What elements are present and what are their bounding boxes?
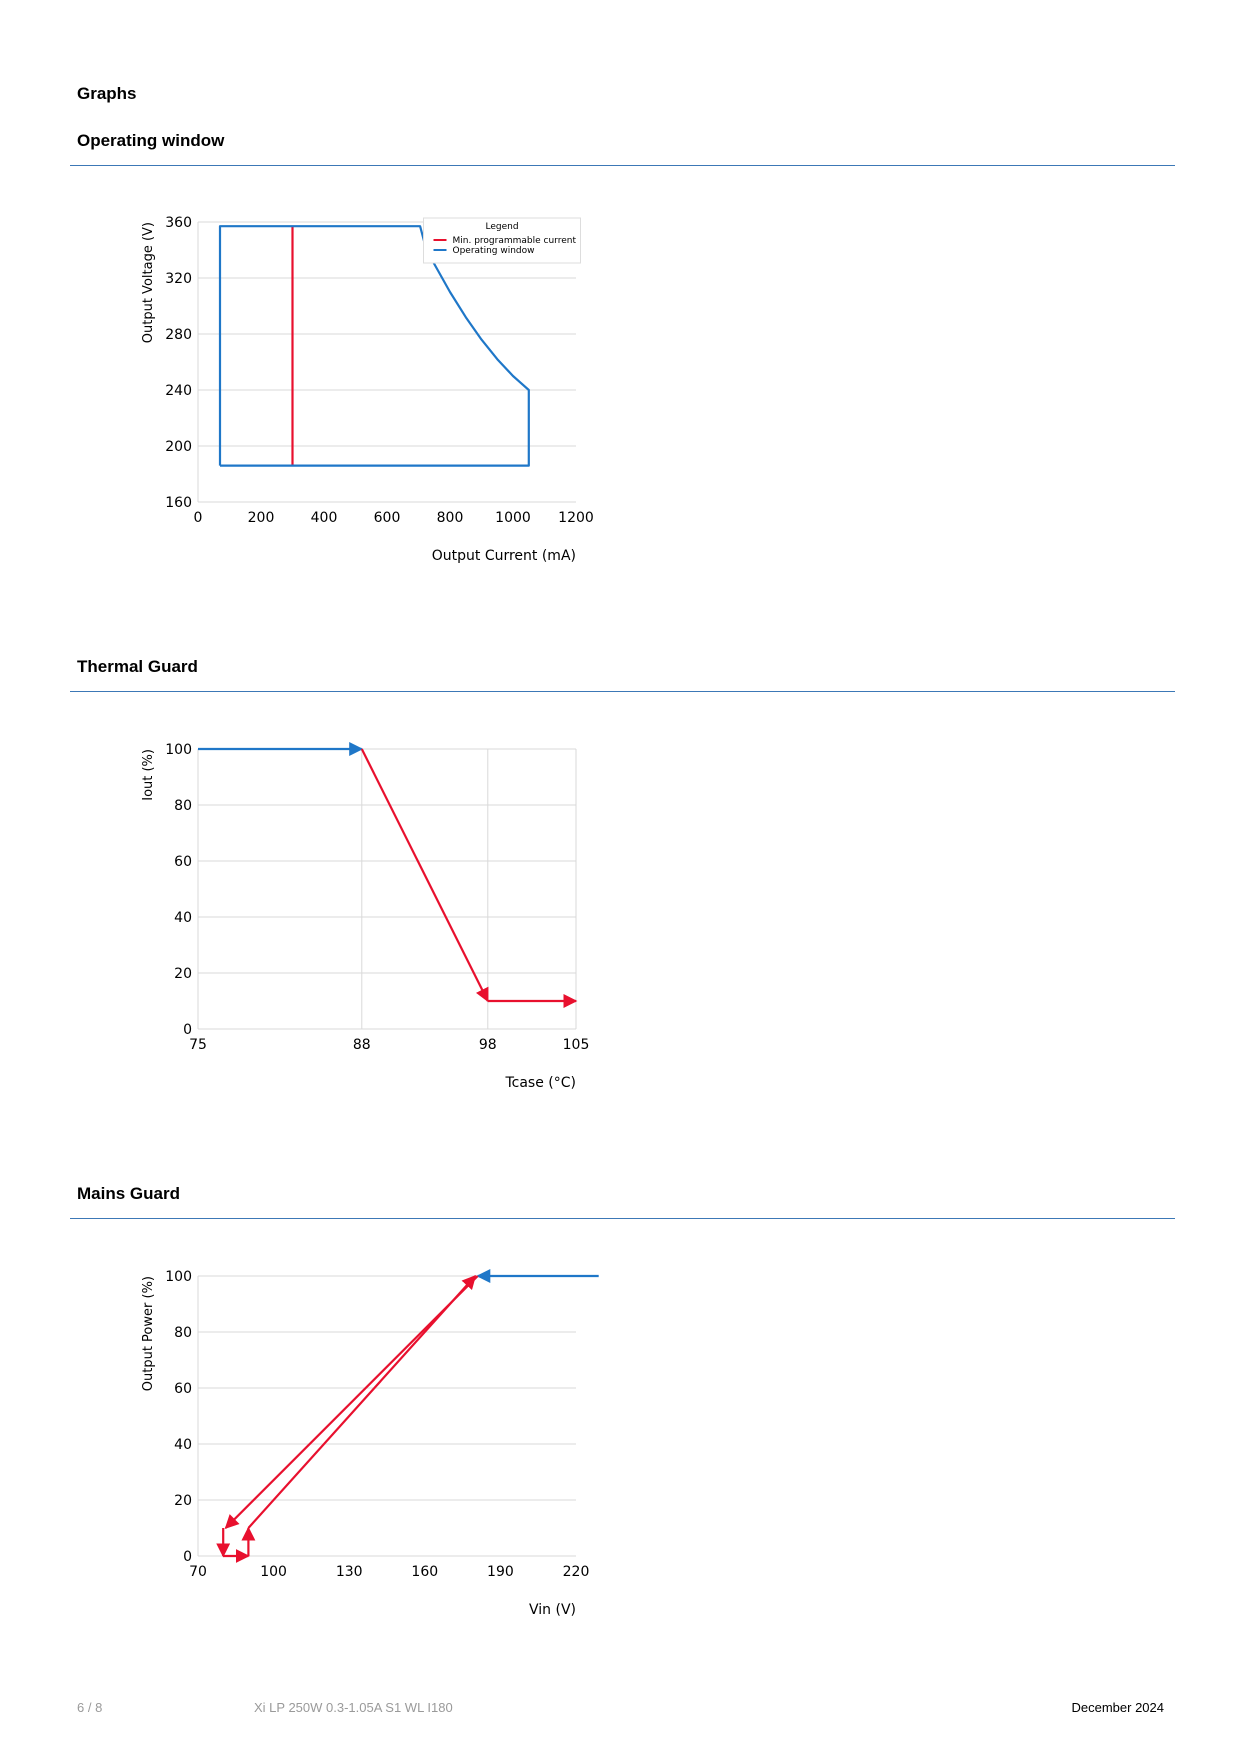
x-tick-label: 400 xyxy=(311,510,338,526)
x-axis-label: Output Current (mA) xyxy=(432,548,576,564)
y-tick-label: 80 xyxy=(174,798,192,814)
x-tick-label: 160 xyxy=(411,1564,438,1580)
x-tick-label: 88 xyxy=(353,1037,371,1053)
y-tick-label: 360 xyxy=(165,215,192,231)
y-tick-label: 80 xyxy=(174,1325,192,1341)
x-tick-label: 1000 xyxy=(495,510,531,526)
legend-entry: Min. programmable current xyxy=(453,236,577,246)
publication-date: December 2024 xyxy=(1071,1700,1165,1715)
y-tick-label: 240 xyxy=(165,383,192,399)
mains-guard-heading: Mains Guard xyxy=(77,1184,180,1203)
thermal-guard-heading: Thermal Guard xyxy=(77,657,198,676)
y-tick-label: 200 xyxy=(165,439,192,455)
chart-svg: 0 20 40 60 80 100 70 100 130 160 190 220 Vin (V) Outp… xyxy=(141,1269,599,1618)
legend-entry: Operating window xyxy=(453,246,535,256)
series-line-1 xyxy=(218,225,530,467)
y-axis-label: Output Voltage (V) xyxy=(141,222,156,343)
x-axis-label: Vin (V) xyxy=(529,1602,576,1618)
chart-legend: Legend Min. programmable currentOperating… xyxy=(423,217,581,264)
y-tick-label: 0 xyxy=(183,1022,192,1038)
section-divider xyxy=(70,691,1175,692)
x-tick-label: 75 xyxy=(189,1037,207,1053)
section-divider xyxy=(70,165,1175,166)
thermal-guard-chart: 0 20 40 60 80 100 75 88 98 105 Tcase (°C) Iout (%) xyxy=(120,727,640,1127)
product-name: Xi LP 250W 0.3-1.05A S1 WL I180 xyxy=(254,1700,453,1715)
y-tick-label: 320 xyxy=(165,271,192,287)
y-tick-label: 0 xyxy=(183,1549,192,1565)
operating-window-chart: 160 200 240 280 320 360 0 200 400 600 800 1000 1200 O… xyxy=(120,200,640,600)
x-tick-label: 70 xyxy=(189,1564,207,1580)
x-tick-label: 98 xyxy=(479,1037,497,1053)
chart-svg: 160 200 240 280 320 360 0 200 400 600 800 1000 1200 O… xyxy=(141,215,594,564)
x-tick-label: 100 xyxy=(260,1564,287,1580)
x-tick-label: 1200 xyxy=(558,510,594,526)
series-line-1 xyxy=(360,748,489,1003)
graphs-heading: Graphs xyxy=(77,84,137,103)
x-tick-label: 800 xyxy=(437,510,464,526)
x-tick-label: 600 xyxy=(374,510,401,526)
y-tick-label: 40 xyxy=(174,1437,192,1453)
y-tick-label: 40 xyxy=(174,910,192,926)
y-tick-label: 60 xyxy=(174,1381,192,1397)
y-axis-label: Iout (%) xyxy=(141,749,156,801)
y-tick-label: 20 xyxy=(174,966,192,982)
x-tick-label: 105 xyxy=(563,1037,590,1053)
y-tick-label: 280 xyxy=(165,327,192,343)
y-tick-label: 160 xyxy=(165,495,192,511)
x-tick-label: 220 xyxy=(563,1564,590,1580)
y-axis-label: Output Power (%) xyxy=(141,1276,156,1391)
y-tick-label: 60 xyxy=(174,854,192,870)
page-number: 6 / 8 xyxy=(77,1700,103,1715)
chart-svg: 0 20 40 60 80 100 75 88 98 105 Tcase (°C) Iout (%) xyxy=(141,742,590,1091)
section-divider xyxy=(70,1218,1175,1219)
x-tick-label: 0 xyxy=(194,510,203,526)
x-tick-label: 130 xyxy=(336,1564,363,1580)
x-tick-label: 200 xyxy=(248,510,275,526)
y-tick-label: 100 xyxy=(165,742,192,758)
operating-window-heading: Operating window xyxy=(77,131,225,150)
series-line-1 xyxy=(224,1275,479,1529)
mains-guard-chart: 0 20 40 60 80 100 70 100 130 160 190 220 Vin (V) Outp… xyxy=(120,1254,640,1654)
y-tick-label: 100 xyxy=(165,1269,192,1285)
y-tick-label: 20 xyxy=(174,1493,192,1509)
x-axis-label: Tcase (°C) xyxy=(504,1075,576,1091)
x-tick-label: 190 xyxy=(487,1564,514,1580)
series-line-5 xyxy=(247,1274,477,1529)
legend-title: Legend xyxy=(485,222,518,232)
